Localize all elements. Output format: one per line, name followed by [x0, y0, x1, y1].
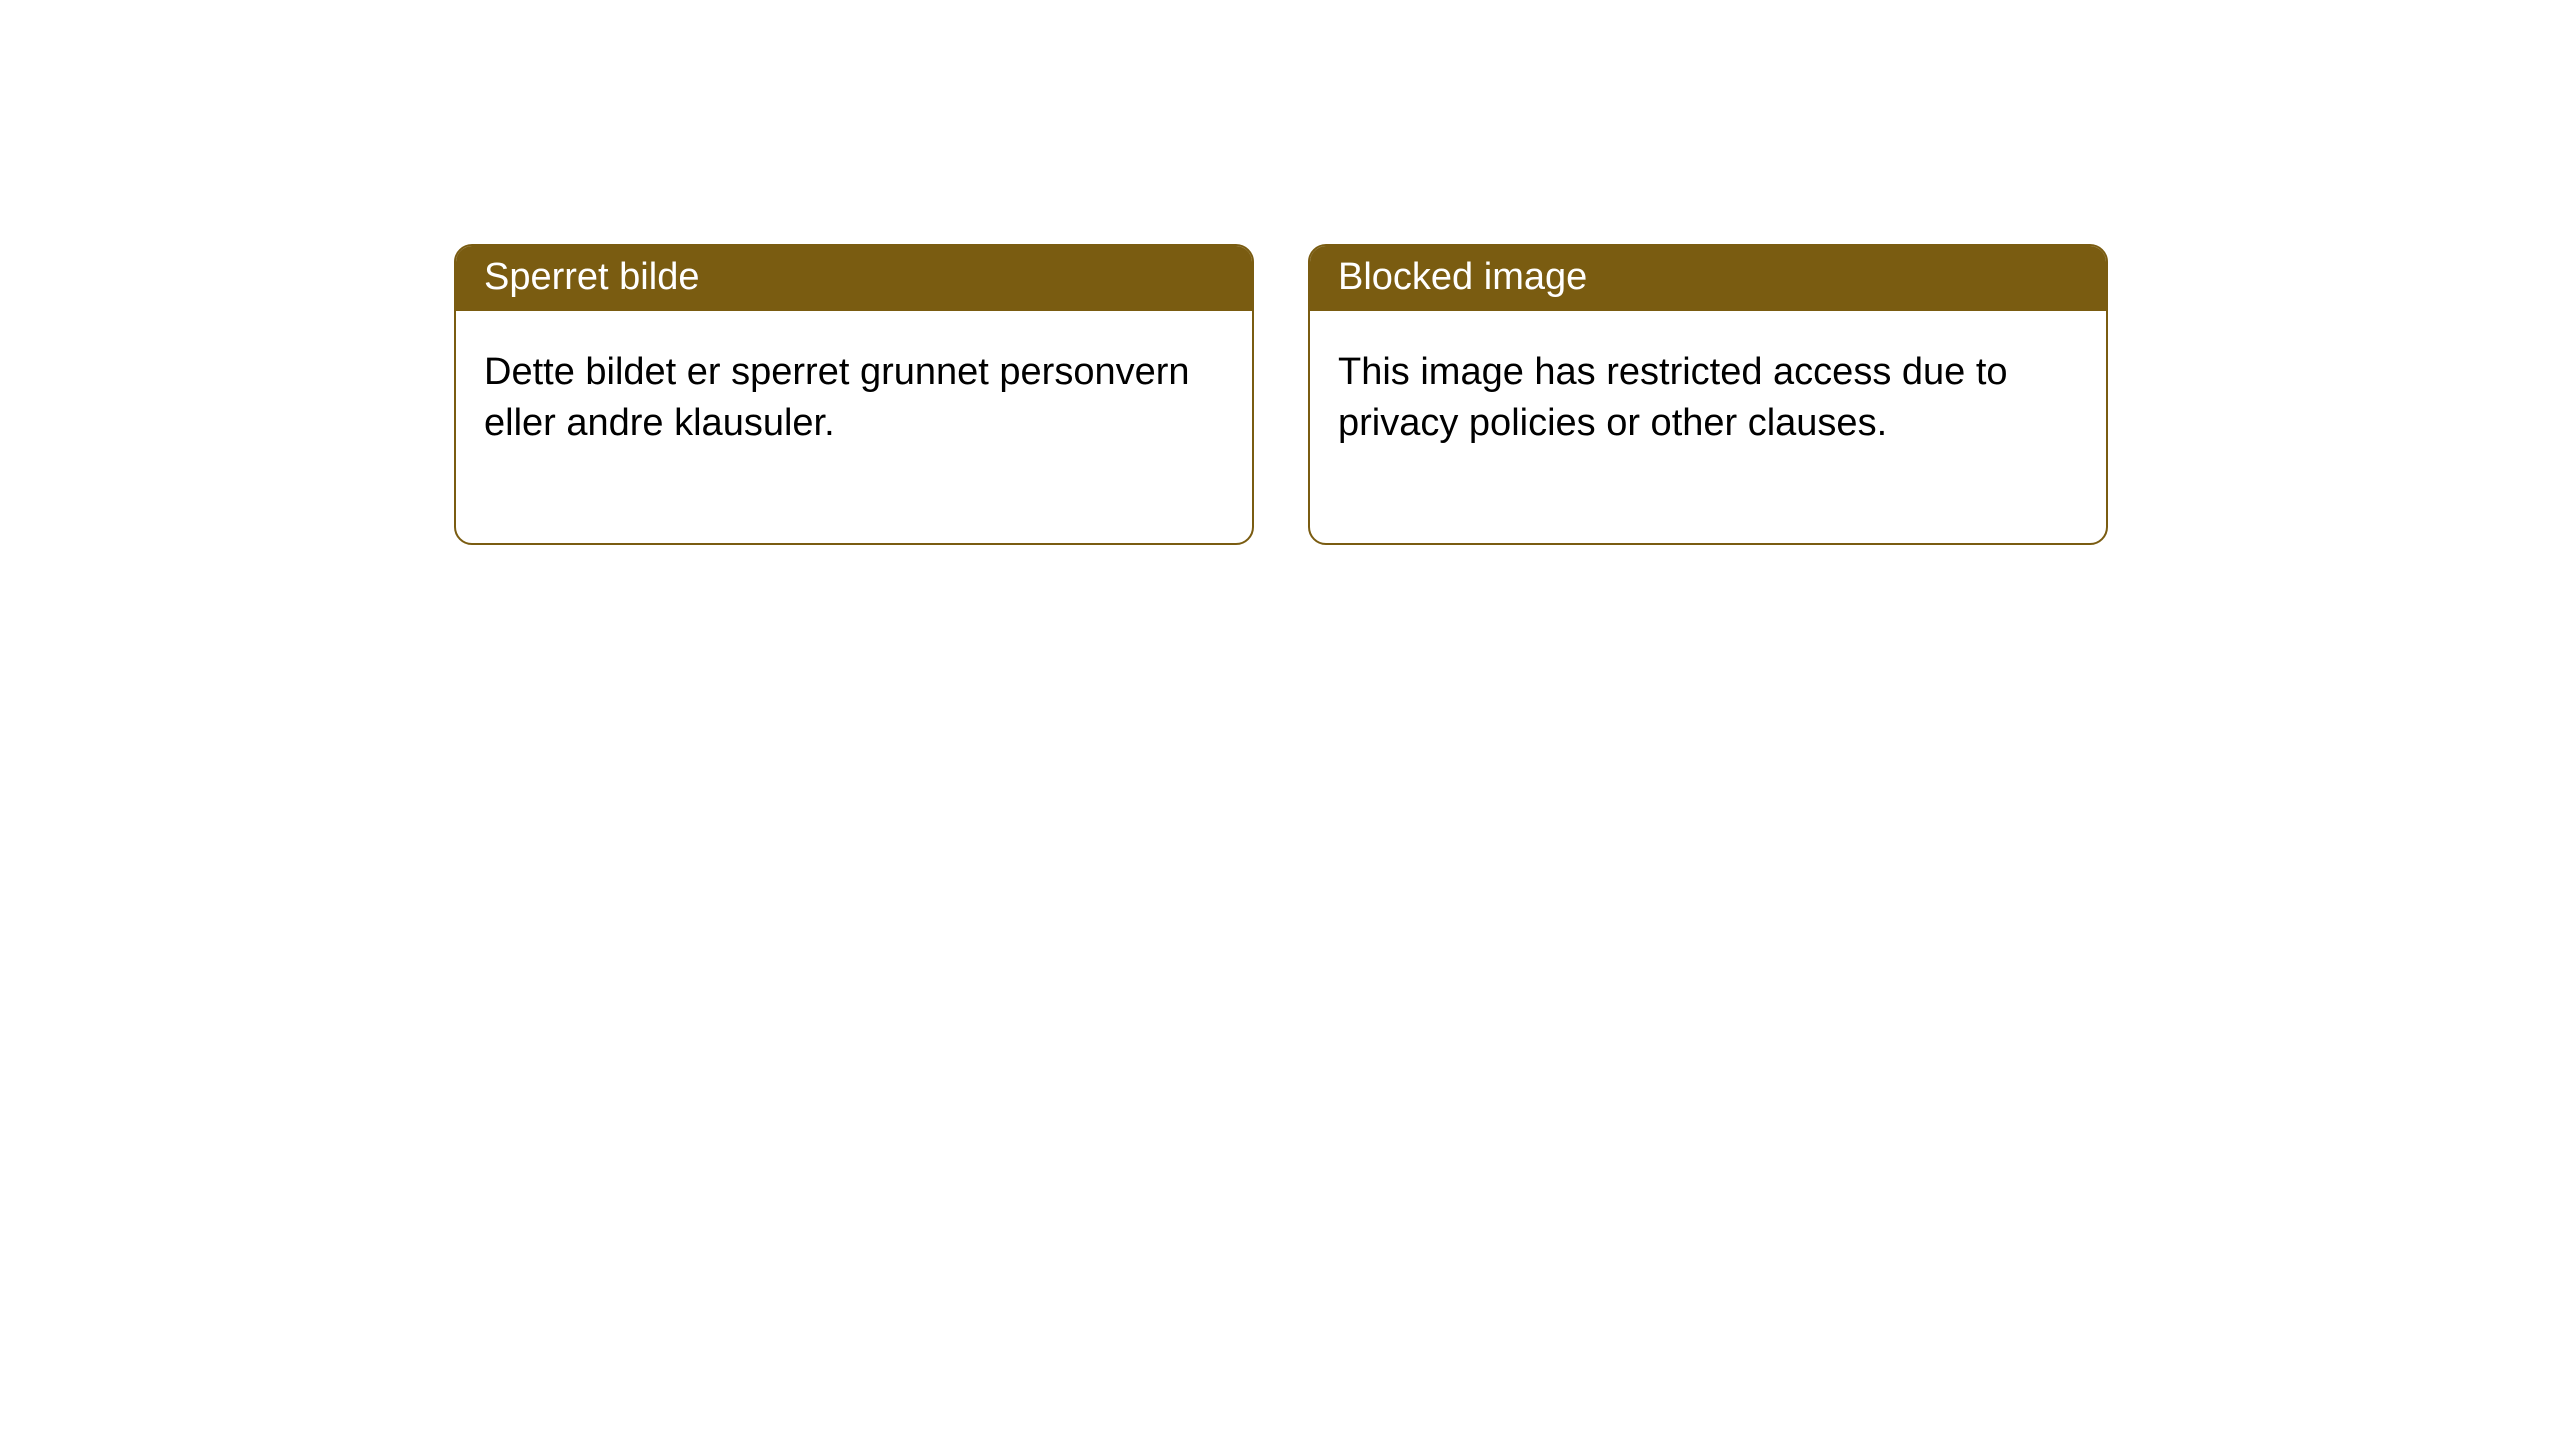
card-title-no: Sperret bilde: [456, 246, 1252, 311]
card-body-no: Dette bildet er sperret grunnet personve…: [456, 311, 1252, 543]
card-title-en: Blocked image: [1310, 246, 2106, 311]
card-body-en: This image has restricted access due to …: [1310, 311, 2106, 543]
notice-cards-container: Sperret bilde Dette bildet er sperret gr…: [454, 244, 2108, 545]
blocked-image-card-no: Sperret bilde Dette bildet er sperret gr…: [454, 244, 1254, 545]
blocked-image-card-en: Blocked image This image has restricted …: [1308, 244, 2108, 545]
